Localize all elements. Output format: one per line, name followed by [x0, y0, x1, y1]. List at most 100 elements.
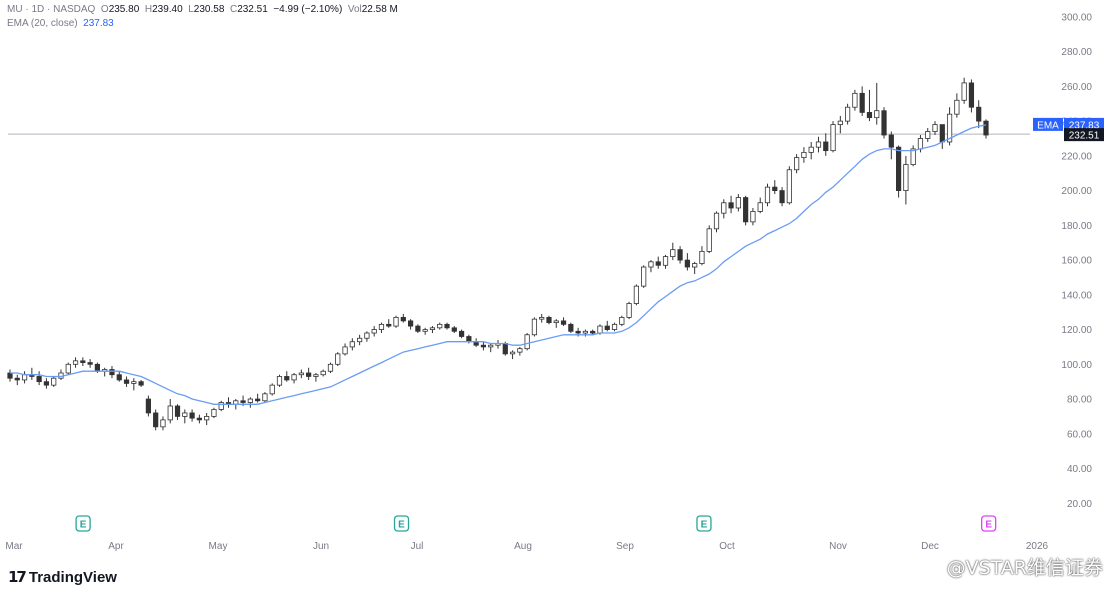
- candle[interactable]: [378, 322, 385, 334]
- candle[interactable]: [458, 329, 465, 339]
- candle[interactable]: [80, 357, 86, 367]
- candle[interactable]: [874, 82, 880, 125]
- candle[interactable]: [225, 397, 232, 408]
- candle[interactable]: [903, 155, 909, 205]
- candle[interactable]: [364, 331, 370, 342]
- candle[interactable]: [349, 338, 355, 351]
- candle[interactable]: [138, 379, 144, 387]
- symbol-label[interactable]: MU · 1D · NASDAQ: [7, 4, 96, 15]
- candle[interactable]: [546, 315, 552, 325]
- candle[interactable]: [415, 324, 421, 334]
- candle[interactable]: [794, 154, 800, 174]
- candle[interactable]: [866, 89, 873, 122]
- ema-legend[interactable]: EMA (20, close) 237.83: [7, 18, 114, 29]
- candle[interactable]: [895, 145, 902, 198]
- candle[interactable]: [983, 119, 989, 139]
- candle[interactable]: [444, 322, 450, 330]
- candle[interactable]: [852, 89, 858, 111]
- candle[interactable]: [728, 195, 734, 214]
- candle[interactable]: [837, 115, 843, 134]
- candle[interactable]: [116, 371, 122, 382]
- candle[interactable]: [786, 166, 792, 205]
- candle[interactable]: [437, 322, 443, 330]
- candle[interactable]: [764, 183, 771, 207]
- candle[interactable]: [429, 326, 436, 334]
- earnings-marker[interactable]: E: [981, 515, 997, 532]
- candle[interactable]: [276, 374, 283, 387]
- candle[interactable]: [568, 322, 574, 334]
- candle[interactable]: [692, 261, 698, 274]
- candle[interactable]: [743, 195, 749, 226]
- candle[interactable]: [772, 180, 778, 195]
- earnings-marker[interactable]: E: [696, 515, 712, 532]
- candle[interactable]: [713, 211, 720, 233]
- candle[interactable]: [845, 103, 851, 125]
- candle[interactable]: [655, 256, 661, 269]
- candle[interactable]: [320, 369, 326, 377]
- candle[interactable]: [182, 409, 188, 424]
- candle[interactable]: [342, 343, 348, 356]
- candle[interactable]: [823, 133, 829, 156]
- candle[interactable]: [306, 367, 312, 380]
- candle[interactable]: [670, 242, 676, 261]
- candle[interactable]: [626, 301, 632, 320]
- candle[interactable]: [174, 404, 181, 420]
- candle[interactable]: [611, 322, 618, 332]
- candle[interactable]: [7, 369, 13, 382]
- earnings-marker[interactable]: E: [393, 515, 410, 532]
- candle[interactable]: [932, 121, 938, 136]
- candle[interactable]: [750, 207, 756, 226]
- candle[interactable]: [801, 147, 807, 163]
- earnings-marker[interactable]: E: [75, 515, 91, 532]
- candle[interactable]: [14, 374, 20, 386]
- candle[interactable]: [407, 319, 414, 330]
- candle[interactable]: [509, 350, 516, 360]
- candle[interactable]: [211, 407, 217, 419]
- candle[interactable]: [204, 412, 210, 426]
- candle[interactable]: [72, 357, 79, 368]
- candle[interactable]: [218, 400, 224, 412]
- candle[interactable]: [925, 128, 931, 142]
- candle[interactable]: [247, 397, 253, 408]
- candle[interactable]: [488, 343, 494, 353]
- candle[interactable]: [888, 131, 894, 160]
- candle[interactable]: [539, 313, 545, 323]
- candle[interactable]: [495, 339, 501, 349]
- candle[interactable]: [422, 327, 428, 335]
- candle[interactable]: [291, 372, 297, 384]
- candle[interactable]: [153, 409, 159, 431]
- candle[interactable]: [400, 313, 406, 323]
- candle[interactable]: [313, 372, 319, 382]
- candle[interactable]: [36, 371, 42, 386]
- candle[interactable]: [65, 362, 71, 375]
- candle[interactable]: [641, 265, 647, 288]
- candle[interactable]: [480, 341, 487, 351]
- candle[interactable]: [721, 199, 727, 219]
- candle[interactable]: [633, 284, 639, 306]
- candle[interactable]: [662, 254, 669, 269]
- candle[interactable]: [109, 366, 115, 379]
- candle[interactable]: [815, 136, 822, 153]
- candle[interactable]: [859, 86, 865, 116]
- candle[interactable]: [58, 369, 64, 380]
- candle[interactable]: [357, 334, 363, 346]
- candle[interactable]: [255, 393, 261, 403]
- candle[interactable]: [327, 362, 334, 373]
- candle[interactable]: [386, 319, 392, 328]
- candle[interactable]: [102, 367, 108, 377]
- candle[interactable]: [553, 319, 559, 328]
- candle[interactable]: [954, 93, 960, 118]
- candle[interactable]: [619, 315, 625, 327]
- candle[interactable]: [757, 197, 763, 214]
- candle[interactable]: [131, 378, 137, 391]
- candle[interactable]: [335, 352, 341, 367]
- candle[interactable]: [473, 338, 479, 347]
- candle[interactable]: [531, 317, 538, 337]
- candle[interactable]: [29, 367, 35, 380]
- candle[interactable]: [43, 378, 50, 389]
- candle[interactable]: [524, 333, 530, 351]
- candle[interactable]: [604, 320, 610, 332]
- candle[interactable]: [808, 141, 814, 160]
- candle[interactable]: [517, 346, 523, 356]
